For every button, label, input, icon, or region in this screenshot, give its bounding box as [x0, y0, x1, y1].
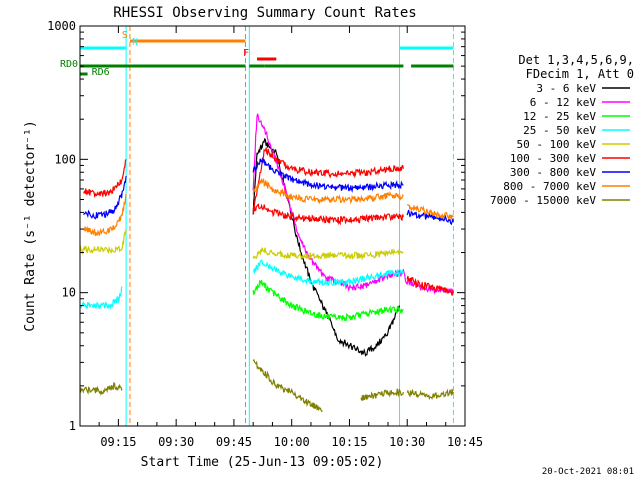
legend-label: 100 - 300 keV — [510, 152, 596, 165]
series-line-7000-15000-keV-seg1 — [252, 358, 323, 413]
series-line-12-25-keV-seg0 — [252, 279, 404, 321]
series-line-7000-15000-keV-seg3 — [406, 388, 454, 401]
series-line-6-12-keV-seg0 — [252, 113, 454, 295]
y-tick-label: 1000 — [47, 19, 76, 33]
series-line-50-100-keV-seg1 — [252, 247, 404, 261]
x-tick-label: 10:45 — [447, 435, 483, 449]
x-tick-label: 10:15 — [331, 435, 367, 449]
series-line-300-800-keV-seg0 — [83, 175, 127, 220]
legend-label: 800 - 7000 keV — [503, 180, 596, 193]
series-line-300-800-keV-seg1 — [252, 157, 404, 193]
y-axis-label: Count Rate (s⁻¹ detector⁻¹) — [23, 120, 38, 331]
y-axis-ticks: 1 10 100 1000 — [47, 19, 465, 433]
flag-label-s: S — [122, 30, 128, 41]
series-line-7000-15000-keV-seg0 — [79, 381, 123, 397]
legend-label: 7000 - 15000 keV — [490, 194, 596, 207]
flag-label-rd0: RD0 — [60, 59, 78, 70]
x-axis-label: Start Time (25-Jun-13 09:05:02) — [141, 455, 384, 470]
series-line-7000-15000-keV-seg2 — [360, 388, 404, 401]
series-line-50-100-keV-seg0 — [79, 229, 127, 256]
x-tick-label: 09:15 — [100, 435, 136, 449]
legend-decimation-line: FDecim 1, Att 0 — [526, 67, 634, 81]
energy-band-series — [79, 113, 454, 413]
observing-flags: SN F RD0 RD6 — [60, 30, 454, 78]
x-axis-ticks: 09:15 09:30 09:45 10:00 10:15 10:30 10:45 — [98, 26, 483, 449]
y-tick-label: 1 — [69, 419, 76, 433]
legend-label: 300 - 800 keV — [510, 166, 596, 179]
flag-label-n: N — [132, 37, 138, 48]
series-line-25-50-keV-seg0 — [79, 286, 123, 310]
flag-label-rd6: RD6 — [92, 67, 110, 78]
legend-label: 6 - 12 keV — [530, 96, 597, 109]
x-tick-label: 09:30 — [158, 435, 194, 449]
x-tick-label: 10:00 — [274, 435, 310, 449]
series-line-800-7000-keV-seg2 — [407, 204, 454, 221]
series-line-100-300-keV-seg2 — [252, 203, 404, 226]
y-tick-label: 100 — [54, 152, 76, 166]
legend-detector-line: Det 1,3,4,5,6,9, — [518, 53, 634, 67]
footer-date: 20-Oct-2021 08:01 — [542, 467, 634, 477]
series-line-3-6-keV-seg0 — [252, 137, 401, 357]
flag-label-f: F — [243, 48, 249, 59]
legend-label: 50 - 100 keV — [517, 138, 597, 151]
x-tick-label: 10:30 — [389, 435, 425, 449]
event-vertical-lines — [125, 26, 454, 426]
series-line-100-300-keV-seg0 — [83, 159, 127, 199]
series-line-300-800-keV-seg2 — [406, 209, 454, 226]
legend-label: 25 - 50 keV — [523, 124, 596, 137]
chart-title: RHESSI Observing Summary Count Rates — [113, 5, 416, 21]
series-line-100-300-keV-seg1 — [252, 147, 404, 215]
series-line-100-300-keV-seg3 — [406, 275, 454, 296]
legend-label: 12 - 25 keV — [523, 110, 596, 123]
legend: Det 1,3,4,5,6,9, FDecim 1, Att 0 3 - 6 k… — [490, 53, 634, 207]
legend-label: 3 - 6 keV — [536, 82, 596, 95]
series-line-800-7000-keV-seg1 — [252, 177, 404, 205]
series-line-800-7000-keV-seg0 — [83, 193, 127, 237]
x-tick-label: 09:45 — [216, 435, 252, 449]
series-line-25-50-keV-seg1 — [252, 259, 404, 288]
y-tick-label: 10 — [62, 286, 76, 300]
